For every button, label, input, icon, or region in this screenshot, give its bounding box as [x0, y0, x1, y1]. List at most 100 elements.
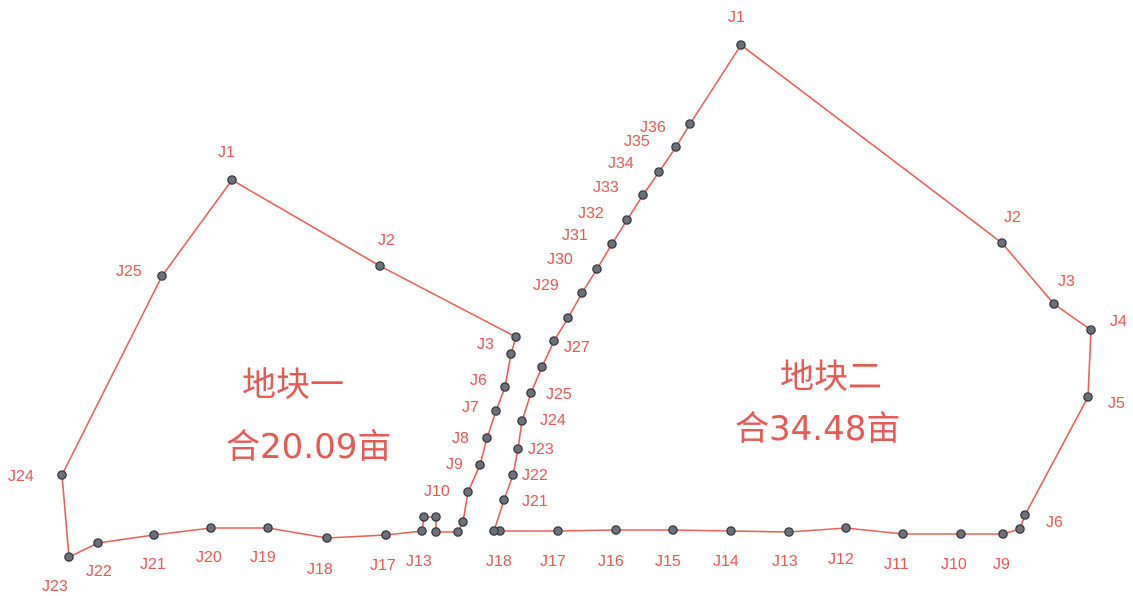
parcel-2-vertex-label-j12: J12 — [828, 551, 854, 568]
parcel-2-vertex-point — [553, 526, 563, 536]
parcel-2-vertex-label-j34: J34 — [608, 155, 634, 172]
parcel-2-vertex-label-j31: J31 — [562, 227, 588, 244]
parcel-2-vertex-label-j32: J32 — [578, 205, 604, 222]
parcel-2-vertex-point — [1086, 325, 1096, 335]
parcel-1-vertex-point — [227, 175, 237, 185]
parcel-2-vertex-point — [685, 119, 695, 129]
parcel-1-vertex-labels: J1 J2 J3 J6 J7 J8 J9 J10 J13 J17 J18 J19 J20 J21 J22 J2… — [8, 144, 494, 595]
parcel-1-vertex-point — [482, 433, 492, 443]
parcel-1-vertex-point — [149, 530, 159, 540]
parcel-2-vertex-label-j5: J5 — [1108, 395, 1125, 412]
parcel-1-vertex-point — [322, 533, 332, 543]
parcel-2-vertex-point — [592, 264, 602, 274]
parcel-2-vertex-point — [537, 362, 547, 372]
parcel-2-vertex-point — [736, 40, 746, 50]
parcel-2-vertex-label-j10: J10 — [941, 556, 967, 573]
parcel-2-vertex-label-j25: J25 — [546, 386, 572, 403]
parcel-2-vertex-label-j23: J23 — [528, 441, 554, 458]
parcel-2-vertex-label-j1: J1 — [728, 9, 745, 26]
parcel-1-vertex-point — [375, 261, 385, 271]
parcel-1-name: 地块一 — [242, 365, 344, 405]
parcel-2-vertex-label-j18: J18 — [486, 553, 512, 570]
parcel-1-vertex-point — [64, 552, 74, 562]
parcel-1-vertex-label-j6: J6 — [470, 372, 487, 389]
parcel-2-vertex-point — [898, 529, 908, 539]
parcel-1-vertex-point — [431, 527, 441, 537]
parcel-1-vertex-label-j25: J25 — [116, 263, 142, 280]
parcel-2-vertex-point — [549, 336, 559, 346]
parcel-1-vertex-label-j21: J21 — [140, 556, 166, 573]
parcel-2-vertex-label-j4: J4 — [1110, 313, 1127, 330]
parcel-1-vertex-label-j1: J1 — [218, 144, 235, 161]
parcel-2-vertex-label-j33: J33 — [593, 179, 619, 196]
parcel-2-vertex-point — [607, 239, 617, 249]
parcel-1-vertex-label-j24: J24 — [8, 468, 34, 485]
parcel-1-vertex-point — [57, 470, 67, 480]
parcel-2-vertex-point — [611, 525, 621, 535]
parcel-2-vertex-point — [956, 529, 966, 539]
parcel-2-vertex-point — [638, 190, 648, 200]
parcel-1-vertex-point — [463, 487, 473, 497]
parcel-2-vertex-label-j14: J14 — [713, 553, 739, 570]
parcel-2-vertex-label-j17: J17 — [540, 553, 566, 570]
parcel-2-vertex-label-j15: J15 — [655, 553, 681, 570]
parcel-2-vertex-point — [499, 495, 509, 505]
parcel-2-vertex-label-j13: J13 — [772, 553, 798, 570]
parcel-2-vertex-point — [997, 238, 1007, 248]
parcel-1-vertex-label-j3: J3 — [477, 336, 494, 353]
parcel-1-vertex-point — [491, 406, 501, 416]
parcel-1-vertex-point — [511, 332, 521, 342]
parcel-2-vertex-point — [1015, 524, 1025, 534]
parcel-2-vertex-labels: J1 J2 J3 J4 J5 J6 J9 J10 J11 J12 J13 J14 J15 J16 J17 J1… — [486, 9, 1127, 573]
parcel-1-vertex-point — [157, 271, 167, 281]
parcel-2-vertex-point — [526, 388, 536, 398]
parcel-2-vertex-label-j16: J16 — [598, 553, 624, 570]
parcel-1-area: 合20.09亩 — [226, 427, 391, 467]
parcel-2-vertex-point — [1049, 299, 1059, 309]
parcel-1-vertex-point — [206, 523, 216, 533]
parcel-1: J1 J2 J3 J6 J7 J8 J9 J10 J13 J17 J18 J19 J20 J21 J22 J2… — [8, 144, 521, 595]
parcel-1-vertices — [57, 175, 521, 562]
parcel-1-vertex-point — [431, 512, 441, 522]
parcel-2-vertex-label-j35: J35 — [624, 133, 650, 150]
parcel-2-vertex-label-j2: J2 — [1004, 209, 1021, 226]
parcel-2-vertex-point — [671, 142, 681, 152]
parcel-2-vertex-label-j29: J29 — [533, 277, 559, 294]
parcel-1-vertex-label-j13: J13 — [406, 553, 432, 570]
parcel-2-vertices — [489, 40, 1096, 539]
parcel-1-vertex-point — [417, 526, 427, 536]
parcel-2-area: 合34.48亩 — [735, 409, 900, 449]
parcel-2-vertex-label-j3: J3 — [1058, 273, 1075, 290]
parcel-1-vertex-label-j22: J22 — [86, 563, 112, 580]
parcel-2: J1 J2 J3 J4 J5 J6 J9 J10 J11 J12 J13 J14 J15 J16 J17 J1… — [486, 9, 1127, 573]
parcel-1-vertex-label-j9: J9 — [446, 456, 463, 473]
parcel-2-vertex-point — [1083, 392, 1093, 402]
parcel-1-vertex-point — [475, 460, 485, 470]
parcel-1-vertex-label-j19: J19 — [250, 549, 276, 566]
parcel-1-vertex-point — [93, 538, 103, 548]
parcel-1-vertex-label-j2: J2 — [378, 232, 395, 249]
parcel-1-vertex-label-j17: J17 — [370, 557, 396, 574]
parcel-2-vertex-point — [654, 167, 664, 177]
parcel-2-vertex-label-j30: J30 — [547, 251, 573, 268]
parcel-1-vertex-point — [419, 512, 429, 522]
parcel-1-vertex-point — [453, 527, 463, 537]
parcel-2-vertex-point — [998, 529, 1008, 539]
parcel-2-name: 地块二 — [780, 357, 882, 397]
parcel-2-vertex-point — [622, 215, 632, 225]
parcel-1-vertex-point — [458, 517, 468, 527]
parcel-2-vertex-label-j6: J6 — [1046, 514, 1063, 531]
parcel-1-vertex-label-j18: J18 — [307, 561, 333, 578]
parcel-2-vertex-point — [489, 526, 499, 536]
parcel-2-vertex-point — [668, 525, 678, 535]
parcel-2-vertex-label-j21: J21 — [522, 493, 548, 510]
parcel-1-vertex-point — [506, 349, 516, 359]
parcel-1-vertex-point — [381, 530, 391, 540]
parcel-2-vertex-point — [784, 527, 794, 537]
parcel-2-vertex-point — [1020, 510, 1030, 520]
parcel-2-vertex-label-j36: J36 — [640, 119, 666, 136]
parcel-1-vertex-point — [263, 523, 273, 533]
parcel-1-vertex-label-j8: J8 — [452, 430, 469, 447]
parcel-1-vertex-label-j20: J20 — [196, 549, 222, 566]
parcel-2-vertex-label-j9: J9 — [993, 556, 1010, 573]
